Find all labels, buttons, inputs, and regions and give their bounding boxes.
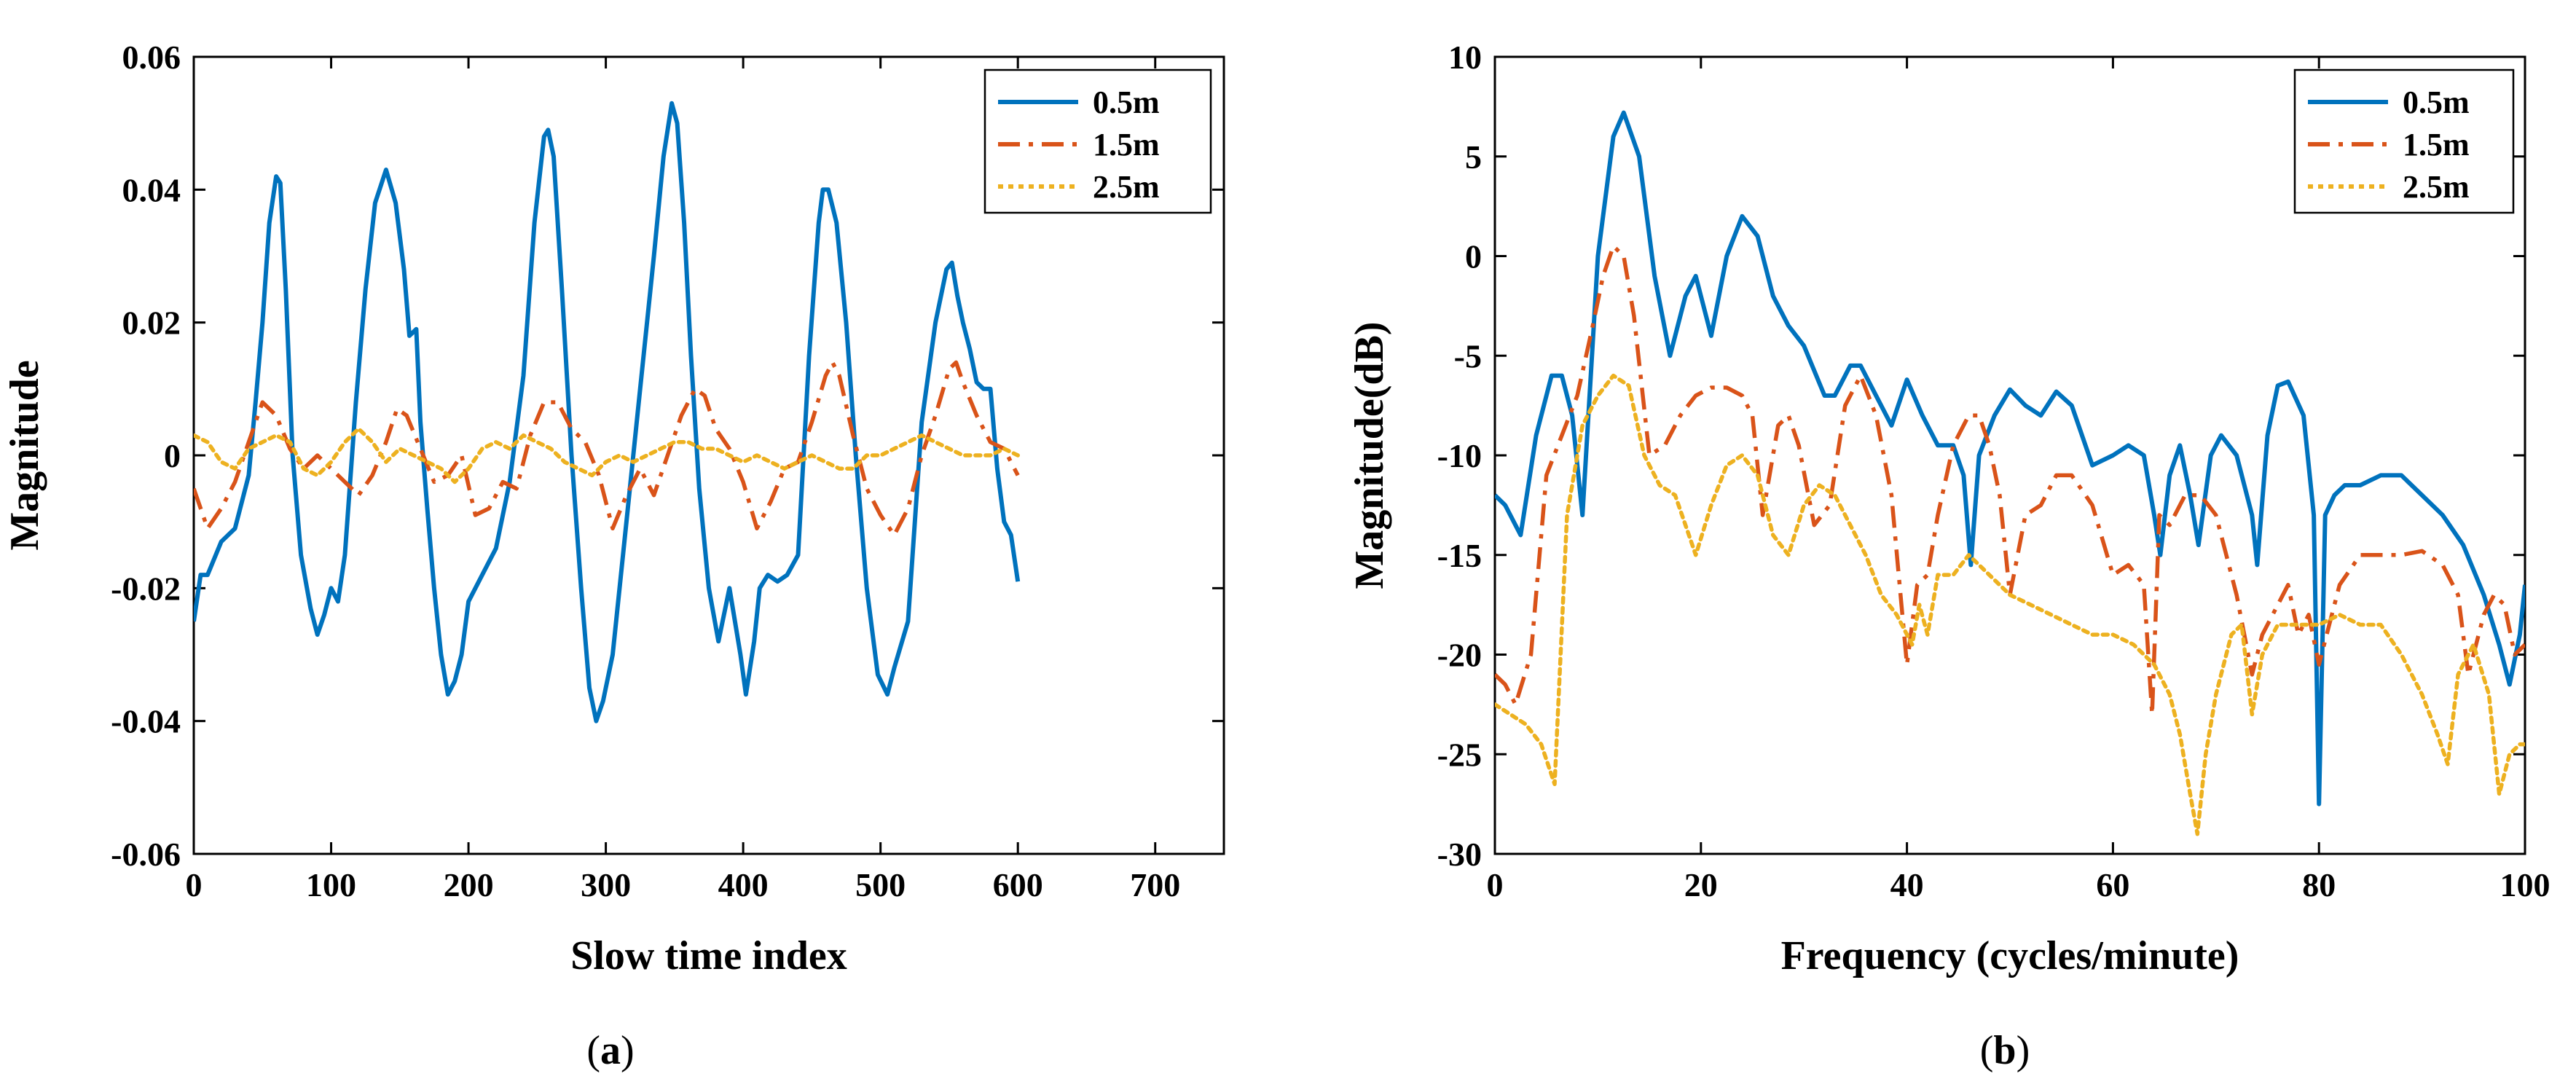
panel-a-y-tick-label: -0.04 bbox=[111, 703, 181, 740]
panel-a-x-tick-label: 0 bbox=[186, 866, 203, 903]
panel-b-panel-label-close: ) bbox=[2017, 1028, 2030, 1073]
panel-b-y-tick-label: 0 bbox=[1465, 238, 1482, 275]
chart-panel-b: 0 20 40 60 80 100 -30 -25 -20 -15 -10 -5 0 5 10 0.5m 1.5… bbox=[1347, 39, 2551, 1073]
panel-a-x-tick-label: 500 bbox=[855, 866, 906, 903]
panel-b-y-tick-label: -15 bbox=[1437, 537, 1482, 574]
panel-a-panel-label: (a) bbox=[586, 1028, 634, 1073]
panel-b-y-tick-label: 10 bbox=[1448, 39, 1482, 76]
panel-a-panel-label-close: ) bbox=[621, 1028, 635, 1073]
chart-panel-a: 0 100 200 300 400 500 600 700 -0.06 -0.04 -0.02 0 0.… bbox=[2, 39, 1225, 1073]
panel-b-x-tick-label: 20 bbox=[1684, 866, 1718, 903]
panel-b-x-axis-label: Frequency (cycles/minute) bbox=[1781, 933, 2239, 978]
panel-b-panel-label-open: ( bbox=[1980, 1028, 1994, 1073]
panel-b-y-tick-label: -20 bbox=[1437, 637, 1482, 674]
panel-b-y-tick-label: 5 bbox=[1465, 138, 1482, 176]
panel-a-legend-label: 2.5m bbox=[1093, 169, 1160, 205]
panel-b-y-tick-label: -10 bbox=[1437, 437, 1482, 474]
panel-a-legend-box bbox=[983, 68, 1212, 214]
panel-b-x-tick-label: 0 bbox=[1487, 866, 1504, 903]
panel-a-x-tick-label: 600 bbox=[993, 866, 1043, 903]
panel-b-legend-label: 2.5m bbox=[2403, 169, 2470, 205]
panel-b-x-tick-label: 60 bbox=[2096, 866, 2129, 903]
panel-a-legend-label: 0.5m bbox=[1093, 85, 1160, 120]
panel-b-y-tick-label: -30 bbox=[1437, 836, 1482, 873]
panel-a-series-line-0.5m bbox=[194, 101, 1021, 723]
panel-b-y-tick-label: -5 bbox=[1454, 337, 1482, 374]
panel-a-y-tick-label: 0.02 bbox=[122, 305, 181, 342]
panel-a-panel-label-letter: a bbox=[600, 1028, 621, 1073]
panel-a-series-line-1.5m bbox=[194, 360, 1020, 538]
panel-a-y-tick-label: 0 bbox=[164, 437, 181, 474]
panel-b-x-tick-label: 100 bbox=[2500, 866, 2551, 903]
panel-a-legend-label: 1.5m bbox=[1093, 127, 1160, 162]
panel-a-panel-label-open: ( bbox=[586, 1028, 600, 1073]
panel-a-x-tick-label: 700 bbox=[1130, 866, 1180, 903]
panel-a-x-tick-label: 300 bbox=[581, 866, 631, 903]
panel-a-y-tick-label: -0.02 bbox=[111, 570, 181, 607]
panel-a-x-tick-label: 200 bbox=[444, 866, 494, 903]
panel-b-x-tick-label: 40 bbox=[1890, 866, 1924, 903]
panel-b-legend-box bbox=[2293, 68, 2515, 214]
panel-b-y-axis-label: Magnitude(dB) bbox=[1347, 321, 1392, 589]
panel-a-y-tick-label: 0.06 bbox=[122, 39, 181, 76]
panel-a-x-tick-label: 400 bbox=[718, 866, 769, 903]
panel-b-panel-label-letter: b bbox=[1993, 1028, 2016, 1073]
panel-a-y-tick-label: 0.04 bbox=[122, 171, 181, 208]
panel-b-panel-label: (b) bbox=[1980, 1028, 2030, 1073]
panel-a-series-line-2.5m bbox=[194, 426, 1020, 484]
panel-b-legend-label: 1.5m bbox=[2403, 127, 2470, 162]
panel-b-legend-label: 0.5m bbox=[2403, 85, 2470, 120]
panel-a-x-axis-label: Slow time index bbox=[570, 933, 847, 978]
panel-a-x-tick-label: 100 bbox=[306, 866, 356, 903]
panel-b-series-line-0.5m bbox=[1495, 110, 2525, 807]
panel-a-y-tick-label: -0.06 bbox=[111, 836, 181, 873]
panel-a-y-axis-label: Magnitude bbox=[2, 360, 47, 550]
panel-b-y-tick-label: -25 bbox=[1437, 736, 1482, 773]
panel-b-x-tick-label: 80 bbox=[2302, 866, 2336, 903]
panel-b-series-line-2.5m bbox=[1495, 373, 2525, 836]
